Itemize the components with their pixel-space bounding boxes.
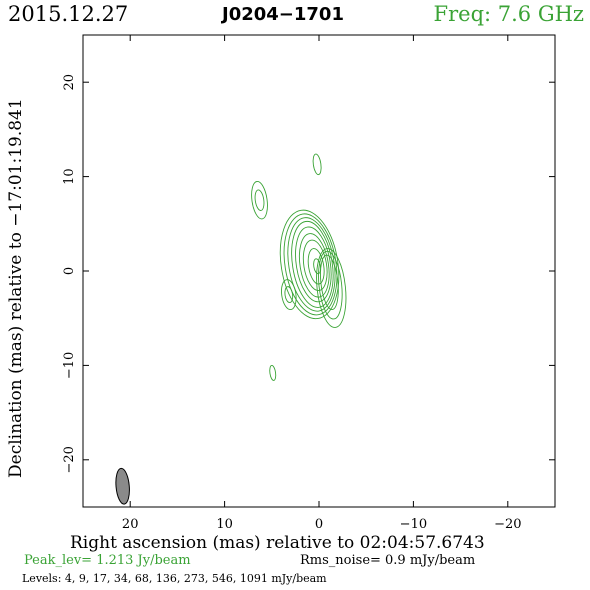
x-tick-label: 0 [315, 517, 323, 532]
x-axis-label: Right ascension (mas) relative to 02:04:… [70, 533, 485, 553]
plot-frame [82, 34, 556, 508]
component-0-contour-0 [251, 181, 268, 220]
tail-contour-0 [316, 248, 347, 328]
y-tick-label: 10 [62, 168, 77, 185]
y-tick-label: −20 [62, 446, 77, 473]
rms-noise: Rms_noise= 0.9 mJy/beam [300, 553, 476, 568]
y-tick-label: 0 [62, 267, 77, 275]
contour-layer [251, 153, 347, 381]
tick-layer: 20 10 0 −10 −20 20 10 0 −10 −20 [62, 35, 555, 532]
source-name: J0204−1701 [222, 4, 344, 25]
contour-levels: Levels: 4, 9, 17, 34, 68, 136, 273, 546,… [22, 572, 327, 585]
y-tick-label: −10 [62, 352, 77, 379]
core-contour-0 [279, 209, 340, 320]
y-tick-label: 20 [62, 74, 77, 91]
component-2-contour-0 [312, 153, 322, 176]
peak-level: Peak_lev= 1.213 Jy/beam [24, 553, 191, 568]
core-contour-2 [287, 217, 336, 312]
x-tick-label: 20 [122, 517, 139, 532]
frequency-label: Freq: 7.6 GHz [433, 2, 584, 26]
component-3-contour-0 [269, 365, 277, 381]
tail-contour-2 [320, 254, 339, 311]
component-1-contour-0 [281, 279, 297, 311]
x-tick-label: 10 [216, 517, 233, 532]
component-1-contour-1 [284, 286, 294, 304]
core-contour-5 [298, 233, 330, 298]
tail-contour-1 [318, 250, 343, 320]
x-tick-label: −10 [400, 517, 427, 532]
core-contour-3 [291, 220, 334, 308]
x-tick-label: −20 [494, 517, 521, 532]
observation-date: 2015.12.27 [8, 2, 129, 26]
restoring-beam [115, 467, 130, 505]
beam-layer [115, 467, 130, 505]
component-0-contour-1 [254, 189, 265, 211]
y-axis-label: Declination (mas) relative to −17:01:19.… [6, 98, 26, 478]
